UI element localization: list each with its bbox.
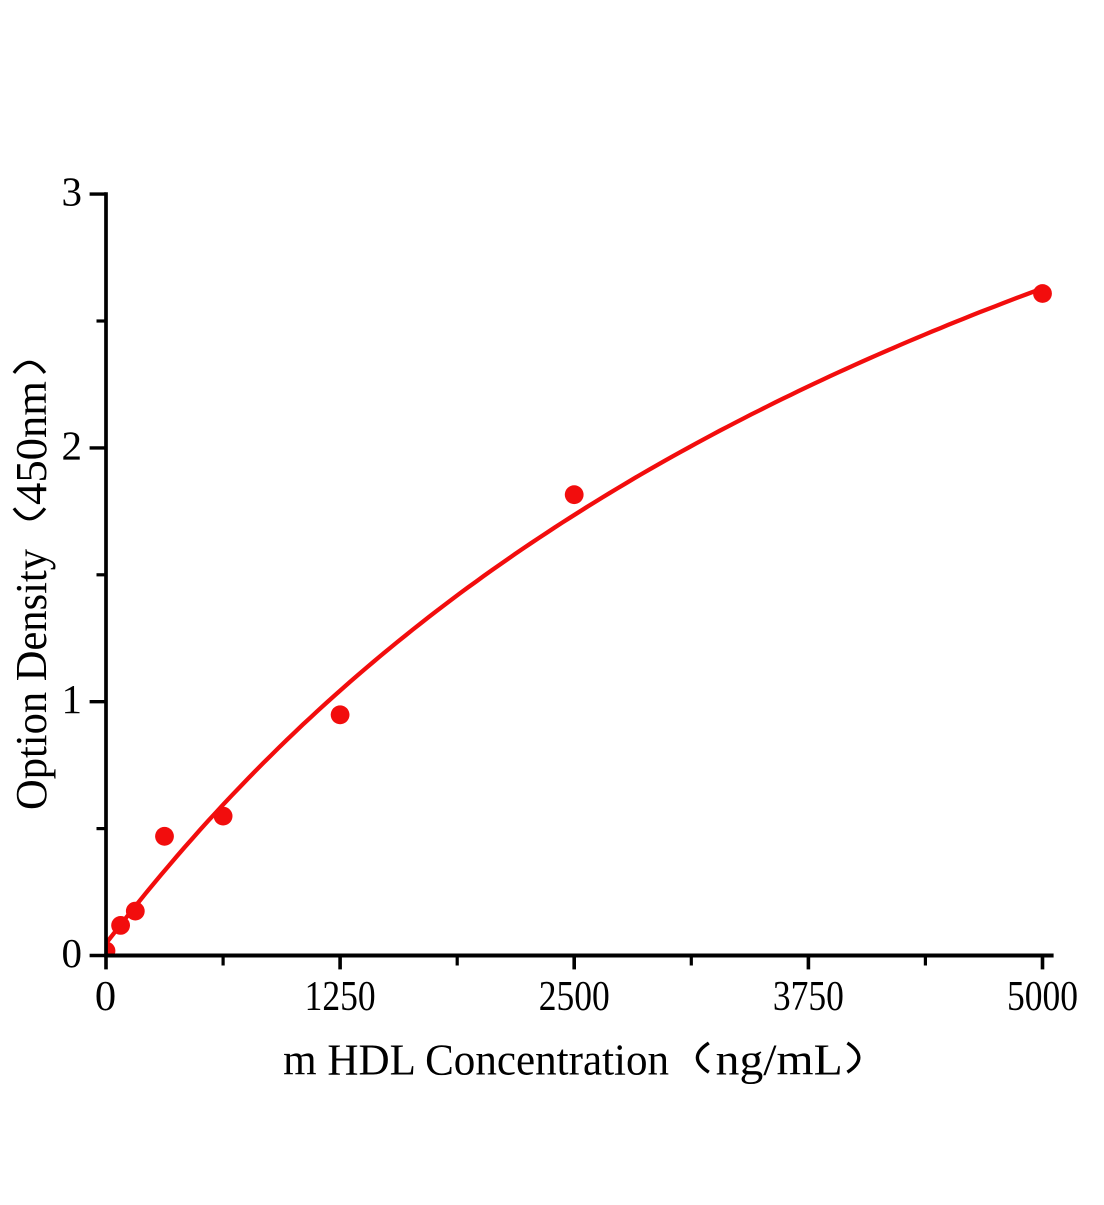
- svg-text:0: 0: [95, 973, 116, 1020]
- svg-text:3750: 3750: [773, 973, 844, 1020]
- svg-text:m HDL Concentration: m HDL Concentration: [283, 1035, 669, 1085]
- svg-text:5000: 5000: [1007, 973, 1078, 1020]
- svg-text:0: 0: [62, 930, 83, 976]
- svg-text:ng/mL: ng/mL: [716, 1035, 843, 1085]
- svg-text:1: 1: [62, 676, 83, 722]
- svg-text:3: 3: [62, 169, 83, 215]
- svg-text:2: 2: [62, 422, 83, 468]
- svg-text:2500: 2500: [539, 973, 610, 1020]
- svg-text:1250: 1250: [305, 973, 376, 1020]
- svg-text:450nm: 450nm: [6, 381, 56, 505]
- svg-text:Option Density: Option Density: [6, 548, 56, 810]
